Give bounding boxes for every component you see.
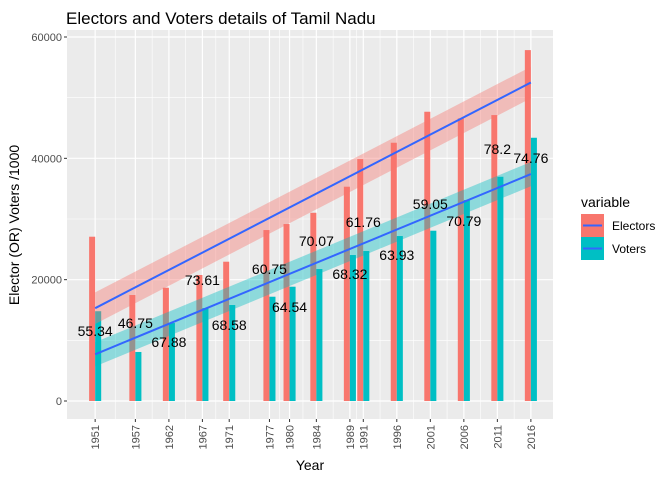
bar-voters — [135, 351, 142, 401]
x-tick-label: 1996 — [392, 425, 404, 449]
x-axis-label: Year — [296, 457, 325, 473]
bar-electors — [310, 212, 317, 401]
x-tick-label: 1962 — [164, 425, 176, 449]
data-label: 68.32 — [332, 266, 367, 282]
legend: variable Electors Voters — [581, 194, 655, 260]
data-label: 59.05 — [413, 196, 448, 212]
x-tick-label: 1967 — [197, 425, 209, 449]
trend-line-electors — [94, 81, 532, 310]
legend-label: Electors — [612, 219, 655, 233]
bar-voters — [363, 251, 370, 401]
x-tick-label: 2011 — [492, 425, 504, 449]
data-label: 78.2 — [484, 141, 511, 157]
bar-electors — [89, 236, 96, 401]
data-label: 73.61 — [185, 272, 220, 288]
x-tick-label: 1951 — [90, 425, 102, 449]
bar-voters — [497, 176, 504, 401]
x-tick-label: 1971 — [224, 425, 236, 449]
x-tick-label: 1984 — [311, 425, 323, 449]
data-label: 70.79 — [446, 213, 481, 229]
data-label: 46.75 — [118, 315, 153, 331]
bar-electors — [491, 115, 498, 401]
data-label: 67.88 — [151, 334, 186, 350]
bar-electors — [424, 111, 431, 401]
data-label: 55.34 — [78, 323, 113, 339]
bar-voters — [289, 286, 296, 401]
y-tick-label: 60000 — [31, 32, 62, 44]
bar-voters — [229, 305, 236, 401]
data-label: 61.76 — [346, 214, 381, 230]
data-label: 64.54 — [272, 299, 307, 315]
data-label: 63.93 — [379, 247, 414, 263]
bar-electors — [343, 186, 350, 401]
bar-voters — [349, 255, 356, 401]
y-tick-label: 0 — [56, 396, 62, 408]
x-tick-label: 1991 — [358, 425, 370, 449]
y-axis-label: Elector (OR) Voters /1000 — [6, 145, 22, 306]
x-tick-label: 1989 — [345, 425, 357, 449]
plot-panel — [67, 30, 553, 419]
x-tick-label: 2016 — [526, 425, 538, 449]
x-tick-label: 1977 — [264, 425, 276, 449]
data-label: 60.75 — [252, 261, 287, 277]
bar-voters — [396, 236, 403, 401]
bar-voters — [168, 323, 175, 401]
y-tick-label: 20000 — [31, 275, 62, 287]
bar-electors — [196, 274, 203, 401]
data-label: 74.76 — [513, 150, 548, 166]
chart-title: Electors and Voters details of Tamil Nad… — [66, 9, 376, 28]
bar-voters — [463, 200, 470, 401]
bar-voters — [202, 308, 209, 401]
bar-electors — [390, 142, 397, 401]
bar-voters — [530, 137, 537, 401]
bar-electors — [457, 118, 464, 401]
bar-voters — [316, 269, 323, 401]
y-tick-label: 40000 — [31, 153, 62, 165]
data-label: 70.07 — [299, 233, 334, 249]
legend-title: variable — [581, 194, 630, 210]
bar-electors — [129, 295, 136, 401]
bar-electors — [524, 50, 531, 401]
bar-electors — [357, 159, 364, 401]
bar-electors — [162, 287, 169, 401]
bar-electors — [263, 230, 270, 401]
data-label: 68.58 — [212, 317, 247, 333]
legend-label: Voters — [612, 242, 646, 256]
bar-voters — [269, 296, 276, 401]
x-tick-label: 2006 — [459, 425, 471, 449]
bar-voters — [95, 311, 102, 401]
bar-voters — [430, 230, 437, 401]
x-tick-label: 1980 — [285, 425, 297, 449]
trend-line-voters — [94, 173, 532, 356]
x-tick-label: 1957 — [130, 425, 142, 449]
x-tick-label: 2001 — [425, 425, 437, 449]
bar-electors — [223, 261, 230, 401]
bar-electors — [283, 224, 290, 401]
